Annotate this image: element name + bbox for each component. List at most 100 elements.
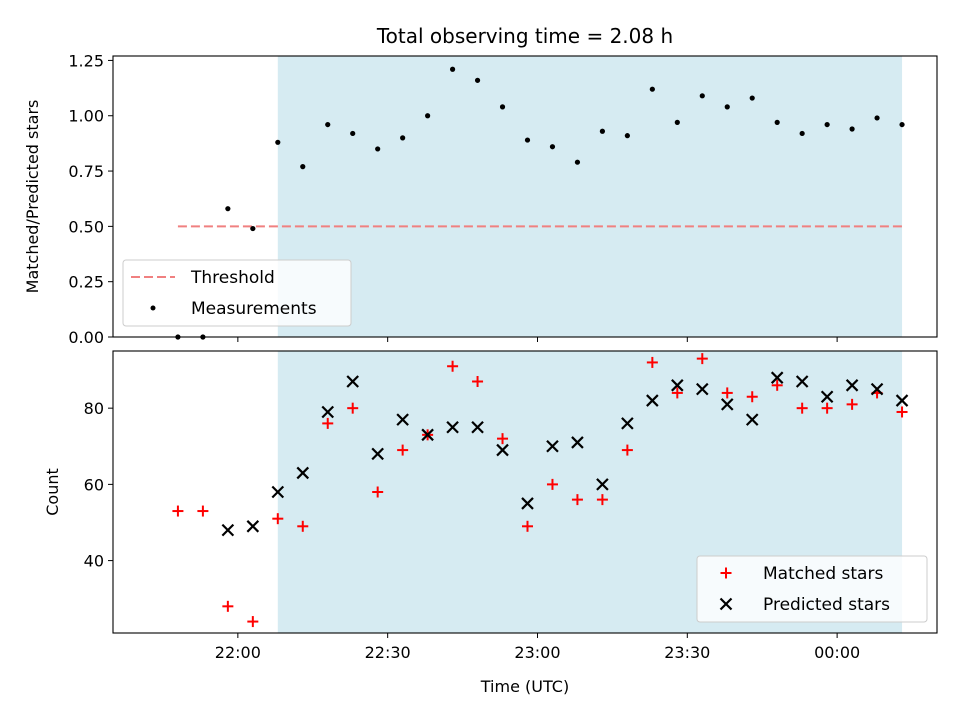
x-stroke (496, 443, 509, 457)
predicted-star-point (596, 478, 609, 491)
matched-star-point (596, 494, 608, 506)
matched-star-point (397, 444, 409, 456)
measurement-point (899, 121, 905, 128)
measurement-point (799, 130, 805, 137)
matched-star-point (497, 433, 509, 445)
measurement-points (175, 66, 905, 340)
measurement-point (699, 93, 705, 99)
legend-matched-marker (720, 567, 732, 579)
time-x-tick-label: 22:30 (365, 643, 411, 662)
matched-star-point (521, 520, 533, 532)
predicted-star-point (671, 379, 684, 392)
measurement-point (724, 104, 730, 110)
measurement-point (225, 206, 231, 212)
predicted-star-point (845, 379, 859, 392)
x-stroke (895, 394, 909, 407)
time-x-tick-label: 00:00 (814, 643, 860, 662)
count-y-tick-label: 60 (84, 475, 104, 494)
predicted-star-point (396, 413, 409, 426)
measurement-point (674, 119, 680, 125)
matched-star-point (646, 356, 658, 368)
x-stroke (646, 394, 659, 407)
matched-star-point (222, 600, 234, 612)
ratio-y-tick-label: 1.25 (68, 51, 104, 70)
count-y-axis-label: Count (43, 468, 62, 516)
predicted-star-point (696, 382, 709, 396)
x-stroke (396, 413, 409, 426)
predicted-star-point (745, 413, 759, 426)
ratio-y-axis-label: Matched/Predicted stars (23, 100, 42, 294)
matched-star-point (621, 444, 633, 456)
x-stroke (371, 447, 384, 461)
x-stroke (471, 420, 484, 434)
predicted-star-point (271, 485, 285, 499)
count-y-tick-label: 40 (84, 552, 104, 571)
predicted-star-point (346, 375, 359, 388)
count-legend: Matched stars Predicted stars (696, 555, 928, 623)
measurement-point (549, 144, 556, 150)
ratio-panel: 0.00 0.25 0.50 0.75 1.00 1.25 Total observing… (23, 24, 938, 347)
matched-star-point (347, 402, 359, 414)
ratio-y-ticks: 0.00 0.25 0.50 0.75 1.00 1.25 (68, 51, 113, 347)
measurement-point (474, 77, 481, 83)
matched-star-point (297, 520, 309, 532)
ratio-y-tick-label: 0.00 (68, 328, 104, 347)
matched-star-point (696, 353, 708, 365)
x-stroke (596, 478, 609, 491)
matched-star-points (172, 353, 908, 628)
measurement-point (375, 146, 381, 152)
time-x-axis-label: Time (UTC) (480, 677, 569, 696)
predicted-star-point (246, 520, 260, 533)
measurement-point (874, 115, 880, 121)
count-panel-frame (112, 350, 938, 634)
x-stroke (845, 379, 859, 392)
matched-star-point (846, 398, 858, 410)
measurement-point (849, 126, 855, 132)
matched-star-point (172, 505, 184, 517)
x-stroke (521, 497, 534, 510)
matched-star-point (671, 387, 683, 399)
matched-star-point (197, 505, 209, 517)
predicted-star-point (296, 466, 310, 480)
ratio-legend: Threshold Measurements (122, 259, 352, 327)
x-stroke (745, 413, 759, 426)
measurement-point (574, 159, 581, 165)
x-stroke (621, 417, 634, 430)
legend-predicted-label: Predicted stars (763, 595, 890, 615)
predicted-star-points (221, 371, 909, 537)
time-x-tick-label: 22:00 (215, 643, 261, 662)
observing-window-shade (277, 56, 903, 337)
matched-star-point (771, 379, 783, 391)
predicted-star-point (870, 382, 884, 396)
matched-star-point (546, 478, 558, 490)
x-stroke (719, 597, 733, 611)
legend-predicted-marker (719, 597, 733, 611)
measurement-point (824, 121, 830, 128)
ratio-y-tick-label: 0.50 (68, 217, 104, 236)
matched-star-point (746, 391, 758, 403)
predicted-star-point (421, 428, 434, 442)
measurement-point (774, 119, 780, 125)
x-stroke (870, 382, 884, 396)
x-stroke (346, 375, 359, 388)
x-stroke (696, 382, 709, 396)
x-stroke (246, 520, 260, 533)
predicted-star-point (546, 439, 559, 453)
ratio-x-ticks (237, 337, 838, 342)
time-x-tick-label: 23:00 (514, 643, 560, 662)
measurement-point (599, 128, 606, 134)
ratio-panel-frame (112, 55, 938, 338)
measurement-point (649, 86, 655, 92)
measurement-point (425, 113, 431, 119)
legend-matched-swatch (720, 567, 732, 579)
x-stroke (720, 398, 734, 411)
predicted-star-point (521, 497, 534, 510)
predicted-star-point (820, 390, 834, 404)
predicted-star-point (720, 398, 734, 411)
legend-measurements-label: Measurements (191, 299, 317, 319)
matched-star-point (247, 616, 259, 628)
x-stroke (770, 371, 784, 384)
matched-star-point (372, 486, 384, 498)
count-y-tick-label: 80 (84, 399, 104, 418)
